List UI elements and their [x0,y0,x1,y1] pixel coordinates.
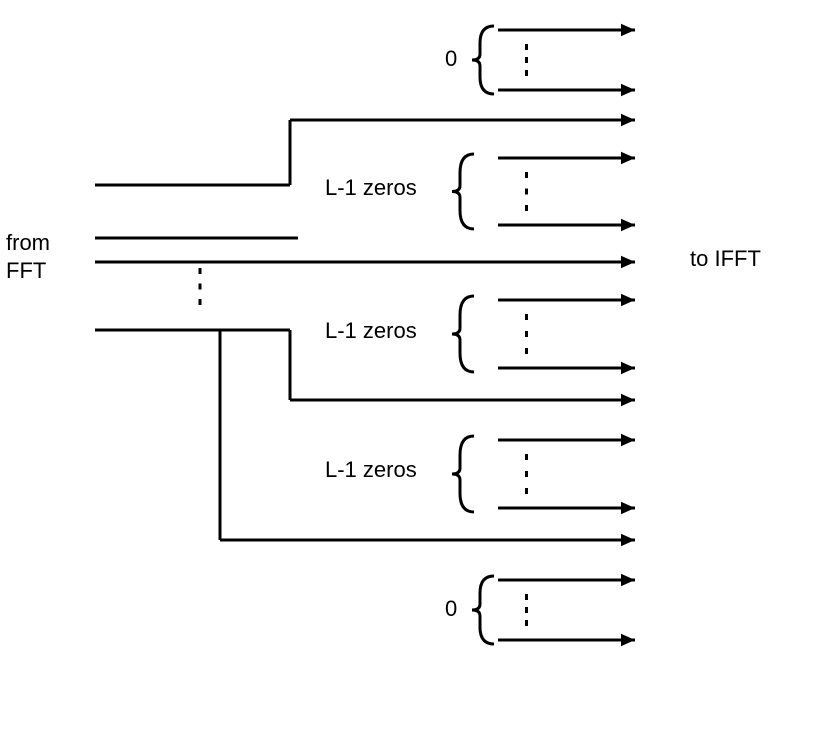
zero-insertion-diagram [0,0,839,742]
